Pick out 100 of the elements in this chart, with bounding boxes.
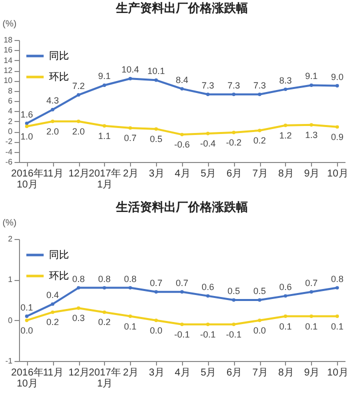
point [154, 78, 158, 82]
point [25, 124, 28, 128]
point [154, 318, 158, 322]
x-tick-label: 4月 [174, 168, 190, 180]
point [180, 87, 184, 91]
y-tick-label: 0 [8, 127, 14, 136]
point [258, 318, 262, 322]
data-label: 0.0 [20, 325, 34, 336]
y-tick-label: 18 [4, 36, 14, 44]
data-label: 0.5 [150, 134, 162, 144]
point [50, 108, 54, 112]
point [76, 93, 80, 97]
legend-label: 环比 [49, 71, 69, 83]
point [102, 84, 106, 87]
data-label: 0.7 [176, 278, 188, 288]
point [284, 88, 288, 92]
data-label: 2.0 [72, 126, 85, 136]
data-label: 0.0 [150, 325, 162, 336]
data-label: 7.2 [72, 80, 85, 91]
chart-title: 生活资料出厂价格涨跌幅 [115, 200, 248, 214]
y-tick-label: 12 [4, 66, 14, 75]
point [310, 290, 314, 294]
data-label: 0.2 [46, 317, 59, 328]
data-label: 0.8 [330, 274, 344, 284]
point [232, 92, 236, 96]
point [258, 298, 262, 302]
x-tick-label: 9月 [304, 168, 320, 180]
data-label: 7.3 [202, 80, 214, 90]
y-tick-label: -6 [5, 158, 14, 166]
x-tick-label: 2017年 1月 [88, 366, 122, 390]
point [154, 127, 158, 131]
data-label: 4.3 [46, 96, 59, 106]
data-label: 0.3 [72, 313, 85, 324]
x-tick-label: 9月 [304, 368, 320, 378]
x-tick-label: 2016年 10月 [11, 168, 44, 190]
point [128, 314, 132, 318]
legend-label: 环比 [49, 270, 69, 282]
y-tick-label: 2 [8, 116, 14, 126]
data-label: -0.4 [200, 138, 216, 149]
y-tick-label: -2 [5, 137, 14, 146]
data-label: -0.1 [174, 329, 190, 340]
y-tick-label: -4 [5, 147, 14, 156]
point [336, 314, 339, 318]
data-label: 8.3 [279, 75, 292, 86]
data-label: 9.1 [98, 71, 111, 82]
point [25, 314, 28, 318]
data-label: 0.1 [305, 321, 318, 332]
point [180, 132, 184, 136]
point [76, 306, 80, 310]
y-tick-label: -1 [5, 356, 14, 366]
data-label: 0.8 [72, 274, 85, 284]
y-tick-label: 0 [8, 316, 14, 325]
data-label: 1.3 [305, 130, 318, 140]
data-label: 1.6 [20, 109, 34, 120]
point [206, 132, 210, 136]
x-tick-label: 7月 [252, 368, 268, 378]
data-label: 9.0 [330, 72, 344, 82]
x-tick-label: 5月 [200, 168, 216, 180]
point [310, 84, 314, 87]
y-tick-label: 10 [4, 76, 14, 86]
x-tick-label: 11月 [42, 168, 64, 180]
data-label: 7.3 [253, 80, 266, 90]
x-tick-label: 2016年 10月 [11, 366, 44, 390]
point [232, 298, 236, 302]
x-tick-label: 10月 [327, 368, 348, 378]
data-label: 8.4 [176, 74, 188, 85]
x-tick-label: 12月 [68, 368, 90, 378]
point [50, 120, 54, 124]
point [180, 322, 184, 326]
data-label: 1.1 [98, 130, 111, 141]
point [128, 76, 132, 80]
y-tick-label: 1 [8, 275, 14, 284]
x-tick-label: 4月 [174, 368, 190, 378]
point [102, 124, 106, 128]
y-tick-label: 4 [8, 106, 14, 116]
point [206, 322, 210, 326]
point [310, 123, 314, 127]
x-tick-label: 3月 [148, 168, 164, 180]
data-label: 0.5 [253, 286, 266, 296]
point [76, 120, 80, 124]
data-label: 0.1 [279, 321, 292, 332]
y-tick-label: 2 [8, 234, 14, 244]
point [102, 286, 106, 290]
data-label: 0.8 [124, 274, 137, 284]
point [336, 286, 339, 290]
point [154, 290, 158, 294]
point [232, 130, 236, 134]
point [180, 290, 184, 294]
data-label: 1.2 [279, 130, 292, 140]
point [232, 322, 236, 326]
data-label: -0.1 [226, 329, 242, 340]
legend-label: 同比 [49, 249, 69, 261]
x-tick-label: 7月 [252, 168, 268, 180]
data-label: 0.1 [330, 321, 344, 332]
point [50, 302, 54, 306]
y-axis-title: (%) [2, 18, 16, 28]
data-label: 0.7 [305, 278, 318, 288]
x-tick-label: 2017年 1月 [88, 168, 122, 190]
point [76, 286, 80, 290]
point [284, 314, 288, 318]
